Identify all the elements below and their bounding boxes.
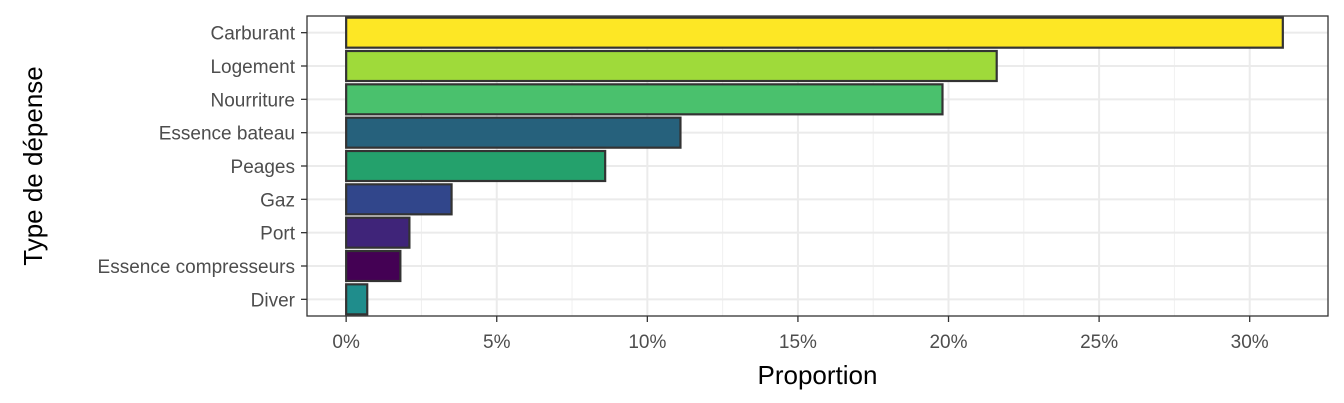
bar — [345, 116, 682, 149]
bar — [345, 216, 411, 249]
bar — [345, 283, 369, 316]
y-tick-label: Port — [260, 224, 296, 245]
bar — [345, 83, 944, 116]
x-tick-label: 20% — [929, 332, 967, 353]
y-tick-label: Gaz — [260, 190, 295, 211]
x-tick-label: 30% — [1231, 332, 1269, 353]
y-tick-label: Carburant — [211, 24, 296, 45]
x-tick-label: 10% — [628, 332, 666, 353]
x-axis-title: Proportion — [758, 360, 878, 390]
bars — [345, 16, 1284, 316]
x-tick-label: 15% — [779, 332, 817, 353]
y-tick-label: Essence bateau — [159, 124, 295, 145]
bar — [345, 149, 607, 183]
axis-ticks: Carburant Logement Nourriture Essence batea… — [98, 24, 1269, 353]
y-tick-label: Nourriture — [211, 90, 295, 111]
y-tick-label: Diver — [251, 290, 296, 311]
x-tick-label: 25% — [1080, 332, 1118, 353]
bar — [345, 49, 998, 83]
y-tick-label: Essence compresseurs — [98, 257, 295, 278]
y-axis-title: Type de dépense — [18, 66, 48, 266]
x-tick-label: 5% — [483, 332, 511, 353]
bar — [345, 183, 453, 216]
bar — [345, 16, 1284, 49]
bar — [345, 249, 402, 283]
y-tick-label: Peages — [231, 157, 295, 178]
x-tick-label: 0% — [332, 332, 360, 353]
y-tick-label: Logement — [210, 57, 295, 78]
